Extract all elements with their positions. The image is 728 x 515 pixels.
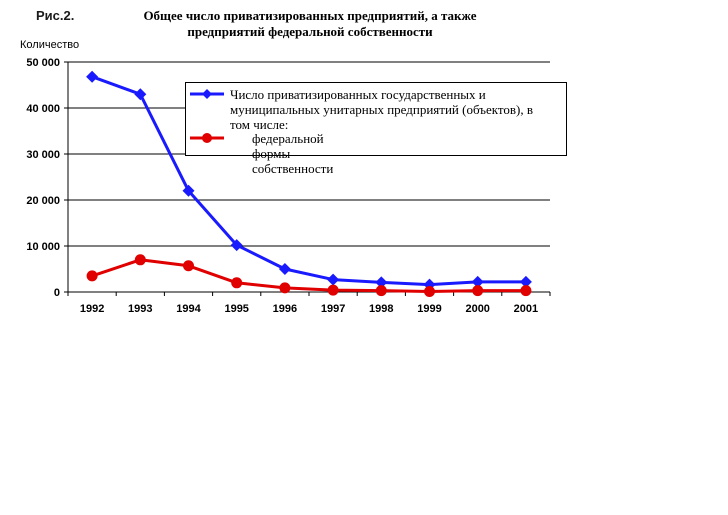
y-tick-labels: 0 10 000 20 000 30 000 40 000 50 000: [26, 57, 60, 299]
chart-title-line-1: Общее число приватизированных предприяти…: [143, 8, 477, 23]
y-tick-label: 20 000: [26, 195, 60, 207]
x-tick-label: 2000: [465, 303, 489, 315]
x-tick-label: 1997: [321, 303, 345, 315]
data-point-series-2: [183, 260, 194, 272]
x-tick-label: 1993: [128, 303, 152, 315]
legend-text-federal: федеральной формы собственности: [252, 131, 334, 176]
data-point-series-2: [231, 277, 243, 289]
data-point-series-1: [278, 263, 291, 275]
legend-swatch-total: [190, 89, 224, 99]
y-tick-label: 50 000: [26, 57, 60, 69]
data-point-series-1: [327, 273, 340, 286]
legend-swatch-federal: [190, 133, 224, 143]
data-point-series-1: [86, 70, 99, 83]
y-tick-label: 40 000: [26, 103, 60, 115]
data-point-series-2: [375, 285, 387, 297]
data-point-series-1: [230, 239, 243, 252]
y-axis-label: Количество: [20, 39, 79, 51]
data-point-series-2: [520, 285, 532, 297]
data-point-series-2: [134, 254, 146, 266]
data-point-series-1: [519, 275, 532, 288]
chart-title: Общее число приватизированных предприяти…: [100, 8, 520, 40]
x-tick-label: 1995: [224, 303, 248, 315]
legend-text-total-line-2: муниципальных унитарных предприятий (объ…: [230, 102, 533, 117]
x-tick-label: 1992: [80, 303, 104, 315]
x-tick-label: 1999: [417, 303, 441, 315]
x-tick-label: 1994: [176, 303, 201, 315]
y-tick-label: 30 000: [26, 149, 60, 161]
data-point-series-2: [279, 282, 291, 294]
x-tick-label: 1996: [273, 303, 297, 315]
data-point-series-2: [327, 284, 339, 296]
data-point-series-1: [182, 184, 195, 197]
x-tick-labels: 1992 1993 1994 1995 1996 1997 1998 1999 2000 2001: [80, 303, 538, 315]
legend-text-total-line-3: том числе:: [230, 117, 289, 132]
data-point-series-1: [471, 275, 484, 288]
series-line-2: [91, 258, 526, 294]
data-point-series-2: [424, 286, 435, 298]
chart-title-line-2: предприятий федеральной собственности: [187, 24, 433, 39]
x-tick-label: 2001: [514, 303, 538, 315]
data-point-series-2: [86, 270, 98, 282]
legend: Число приватизированных государственных …: [185, 82, 567, 176]
data-point-series-1: [134, 88, 147, 101]
data-point-series-1: [375, 276, 388, 289]
series-line-1: [91, 75, 526, 287]
legend-text-total-line-1: Число приватизированных государственных …: [230, 87, 486, 102]
y-tick-label: 0: [54, 287, 60, 299]
x-tick-label: 1998: [369, 303, 393, 315]
figure-label: Рис.2.: [36, 8, 75, 23]
series-lines: [91, 75, 526, 294]
data-point-series-2: [472, 285, 484, 297]
series-markers: [86, 70, 532, 298]
y-tick-label: 10 000: [26, 241, 60, 253]
